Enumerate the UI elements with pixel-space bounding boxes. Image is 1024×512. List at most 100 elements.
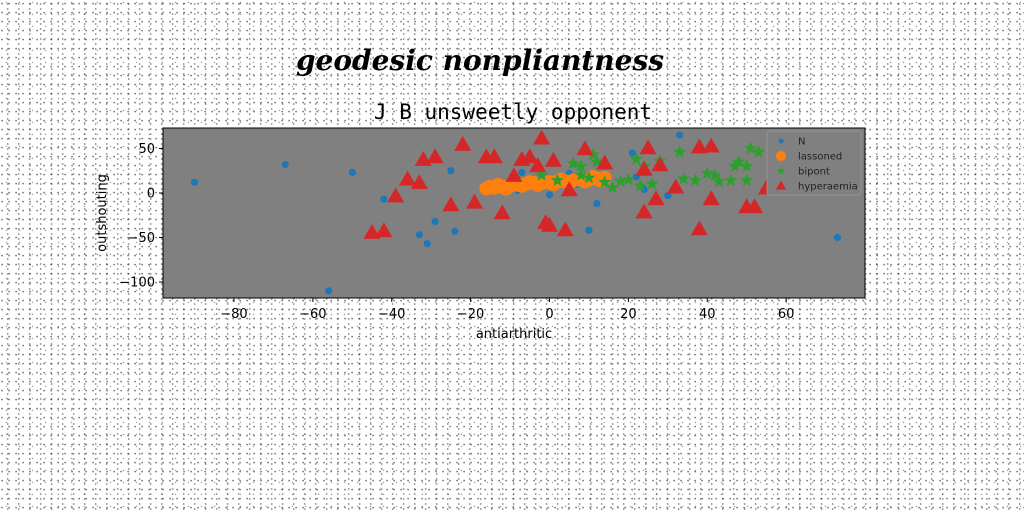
point-bipont [633,178,647,192]
point-lassoned [522,175,537,190]
point-bipont [728,159,742,172]
y-tick-label: −50 [128,231,155,246]
point-bipont [676,171,691,185]
y-axis: 50 0 −50 −100 [119,142,163,290]
point-N [545,191,554,199]
point-bipont [629,152,643,165]
point-hyperaemia [529,157,547,173]
point-hyperaemia [387,187,405,203]
point-bipont [724,173,738,187]
point-hyperaemia [576,140,594,156]
point-hyperaemia [426,148,444,164]
legend-item: hyperaemia [775,180,858,193]
legend-marker [776,166,786,175]
point-bipont [534,168,549,181]
point-hyperaemia [596,154,614,170]
point-bipont [645,177,659,190]
point-hyperaemia [363,224,381,239]
point-hyperaemia [544,151,562,167]
point-bipont [605,180,620,194]
point-bipont [751,145,766,158]
point-N [423,240,431,248]
point-hyperaemia [454,135,472,151]
point-hyperaemia [667,178,685,194]
point-hyperaemia [647,190,665,206]
point-hyperaemia [505,167,523,182]
point-N [664,192,672,200]
point-hyperaemia [702,137,720,153]
point-hyperaemia [485,148,503,164]
point-bipont [673,145,687,158]
point-bipont [712,174,726,188]
point-N [447,167,455,175]
point-bipont [740,173,754,187]
x-tick-label: −60 [299,307,326,322]
point-N [325,287,333,295]
point-bipont [740,159,754,172]
point-bipont [700,166,714,180]
point-N [833,233,841,242]
y-tick-label: 50 [138,142,155,157]
point-hyperaemia [521,148,539,164]
point-hyperaemia [702,190,720,206]
axes-title: J B unsweetly opponent [374,100,652,124]
point-hyperaemia [399,170,417,186]
point-bipont [621,172,635,186]
legend-label: bipont [798,167,830,178]
x-tick-label: −20 [457,307,484,322]
legend-item: lassoned [776,151,842,163]
point-bipont [744,141,758,155]
point-hyperaemia [540,216,558,232]
point-hyperaemia [639,139,657,155]
point-hyperaemia [493,204,511,220]
point-N [431,217,439,226]
point-N [451,227,459,235]
legend-marker [776,151,786,161]
point-hyperaemia [690,220,708,236]
y-tick-label: −100 [119,275,155,290]
legend-frame [766,130,862,196]
point-N [281,160,289,169]
point-N [585,226,593,234]
y-tick-label: 0 [147,186,155,201]
point-N [593,200,601,208]
point-hyperaemia [635,160,653,176]
legend-label: lassoned [798,152,842,163]
point-bipont [574,159,588,172]
chart-marks [190,129,841,295]
point-bipont [598,175,612,188]
legend-marker [778,138,784,144]
legend-label: N [798,137,805,148]
point-bipont [574,168,588,181]
point-hyperaemia [556,221,574,237]
legend-item: N [778,137,805,148]
legend-item: bipont [776,166,830,178]
point-hyperaemia [690,138,708,154]
point-N [348,168,356,177]
x-tick-label: 20 [620,307,637,322]
point-N [415,231,423,239]
point-hyperaemia [746,198,764,214]
point-hyperaemia [375,222,393,238]
point-hyperaemia [533,129,551,145]
point-bipont [586,147,600,161]
point-hyperaemia [651,156,669,172]
point-N [628,149,636,157]
y-axis-label: outshouting [95,174,110,252]
point-N [190,178,199,186]
point-bipont [550,173,564,187]
point-hyperaemia [560,181,578,197]
point-N [380,195,388,203]
series-hyperaemia [363,129,775,239]
point-hyperaemia [466,193,484,209]
point-bipont [732,154,746,168]
point-bipont [708,168,722,181]
x-tick-label: 0 [545,307,553,322]
point-bipont [590,154,604,168]
point-hyperaemia [442,196,460,212]
x-tick-label: 40 [699,307,716,322]
point-N [518,168,526,177]
point-bipont [688,173,703,187]
